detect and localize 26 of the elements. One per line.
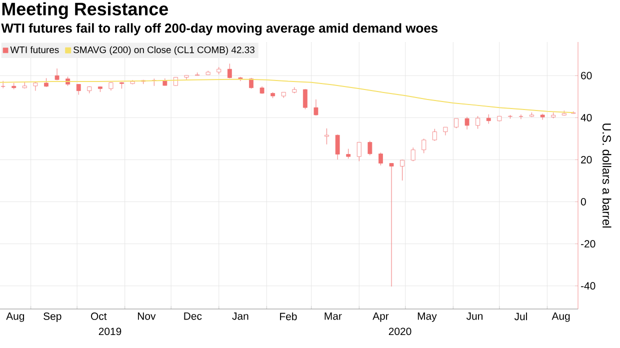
y-tick-label: -20 — [581, 240, 596, 248]
y-tick-label: 20 — [581, 156, 592, 164]
chart-title: Meeting Resistance — [2, 2, 168, 19]
y-tick-label: 0 — [580, 198, 586, 206]
x-tick-label: Sep — [44, 312, 62, 322]
legend-label: WTI futures — [10, 46, 59, 54]
x-tick-label: Nov — [138, 312, 156, 320]
x-tick-label: Jun — [466, 312, 482, 320]
x-tick-label: Jan — [232, 312, 248, 320]
text: 2020 — [388, 328, 412, 336]
x-tick-label: Aug — [6, 312, 24, 322]
y-axis-title: U.S. dollars a barrel — [602, 124, 612, 228]
x-tick-label: Apr — [372, 312, 389, 322]
x-tick-label: Dec — [184, 312, 202, 320]
x-tick-label: Aug — [552, 312, 570, 322]
y-tick-label: 60 — [581, 72, 592, 80]
text: 2019 — [98, 328, 122, 336]
y-tick-label: 40 — [580, 114, 592, 122]
y-tick-label: -40 — [581, 282, 596, 290]
x-tick-label: Oct — [91, 312, 107, 320]
chart-subtitle: WTI futures fail to rally off 200-day moving average amid demand woes — [1, 23, 438, 36]
x-tick-label: Mar — [324, 312, 342, 320]
legend-label: SMAVG (200) on Close (CL1 COMB) 42.33 — [74, 46, 254, 56]
x-tick-label: Jul — [514, 312, 527, 320]
x-tick-label: May — [418, 312, 437, 322]
x-tick-label: Feb — [280, 312, 297, 320]
